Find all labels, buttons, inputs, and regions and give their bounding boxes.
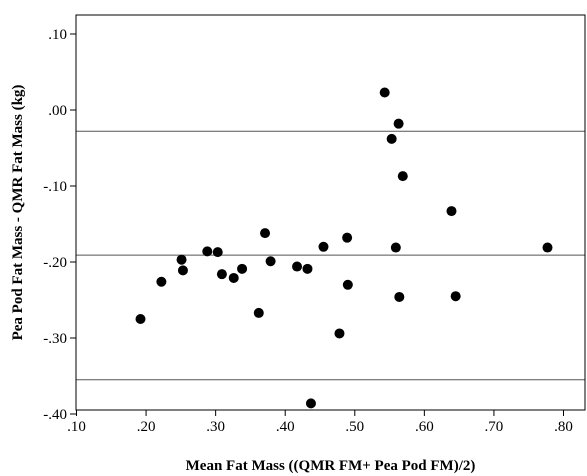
x-axis-title: Mean Fat Mass ((QMR FM+ Pea Pod FM)/2) — [186, 458, 476, 474]
x-tick-label: .70 — [485, 419, 504, 435]
y-axis-title: Pea Pod Fat Mass - QMR Fat Mass (kg) — [10, 85, 26, 341]
x-tick-label: .20 — [137, 419, 156, 435]
y-tick-label: .10 — [48, 27, 67, 43]
data-point — [379, 87, 390, 98]
data-point — [397, 171, 408, 182]
data-point — [302, 263, 313, 274]
data-point — [237, 263, 248, 274]
data-point — [342, 279, 353, 290]
x-tick-label: .50 — [345, 419, 364, 435]
data-point — [542, 242, 553, 253]
plot-area-frame — [75, 14, 586, 411]
data-points — [135, 87, 553, 409]
x-tick-label: .30 — [206, 419, 225, 435]
data-point — [394, 291, 405, 302]
data-point — [212, 247, 223, 258]
y-axis: .10 .00 -.10 -.20 -.30 -.40 — [43, 27, 76, 423]
data-point — [292, 261, 303, 272]
data-point — [334, 328, 345, 339]
data-point — [390, 242, 401, 253]
reference-lines — [76, 130, 585, 381]
y-tick-label: .00 — [48, 103, 67, 119]
data-point — [176, 254, 187, 265]
data-point — [260, 228, 271, 239]
data-point — [135, 314, 146, 324]
x-tick-label: .80 — [554, 419, 573, 435]
data-point — [305, 398, 316, 409]
x-axis: .10 .20 .30 .40 .50 .60 .70 .80 — [67, 410, 573, 435]
data-point — [228, 272, 239, 283]
x-tick-label: .10 — [67, 419, 86, 435]
y-tick-label: -.20 — [43, 255, 67, 271]
data-point — [318, 241, 329, 252]
data-point — [342, 232, 353, 243]
data-point — [446, 206, 457, 217]
data-point — [216, 269, 227, 280]
data-point — [253, 307, 264, 318]
data-point — [265, 256, 276, 267]
y-tick-label: -.10 — [43, 179, 67, 195]
x-tick-label: .40 — [276, 419, 295, 435]
data-point — [393, 118, 404, 129]
data-point — [177, 265, 188, 276]
data-point — [156, 276, 167, 287]
data-point — [202, 246, 213, 257]
data-point — [386, 133, 397, 144]
y-tick-label: -.30 — [43, 331, 67, 347]
y-tick-label: -.40 — [43, 407, 67, 423]
data-point — [450, 291, 461, 302]
x-tick-label: .60 — [415, 419, 434, 435]
